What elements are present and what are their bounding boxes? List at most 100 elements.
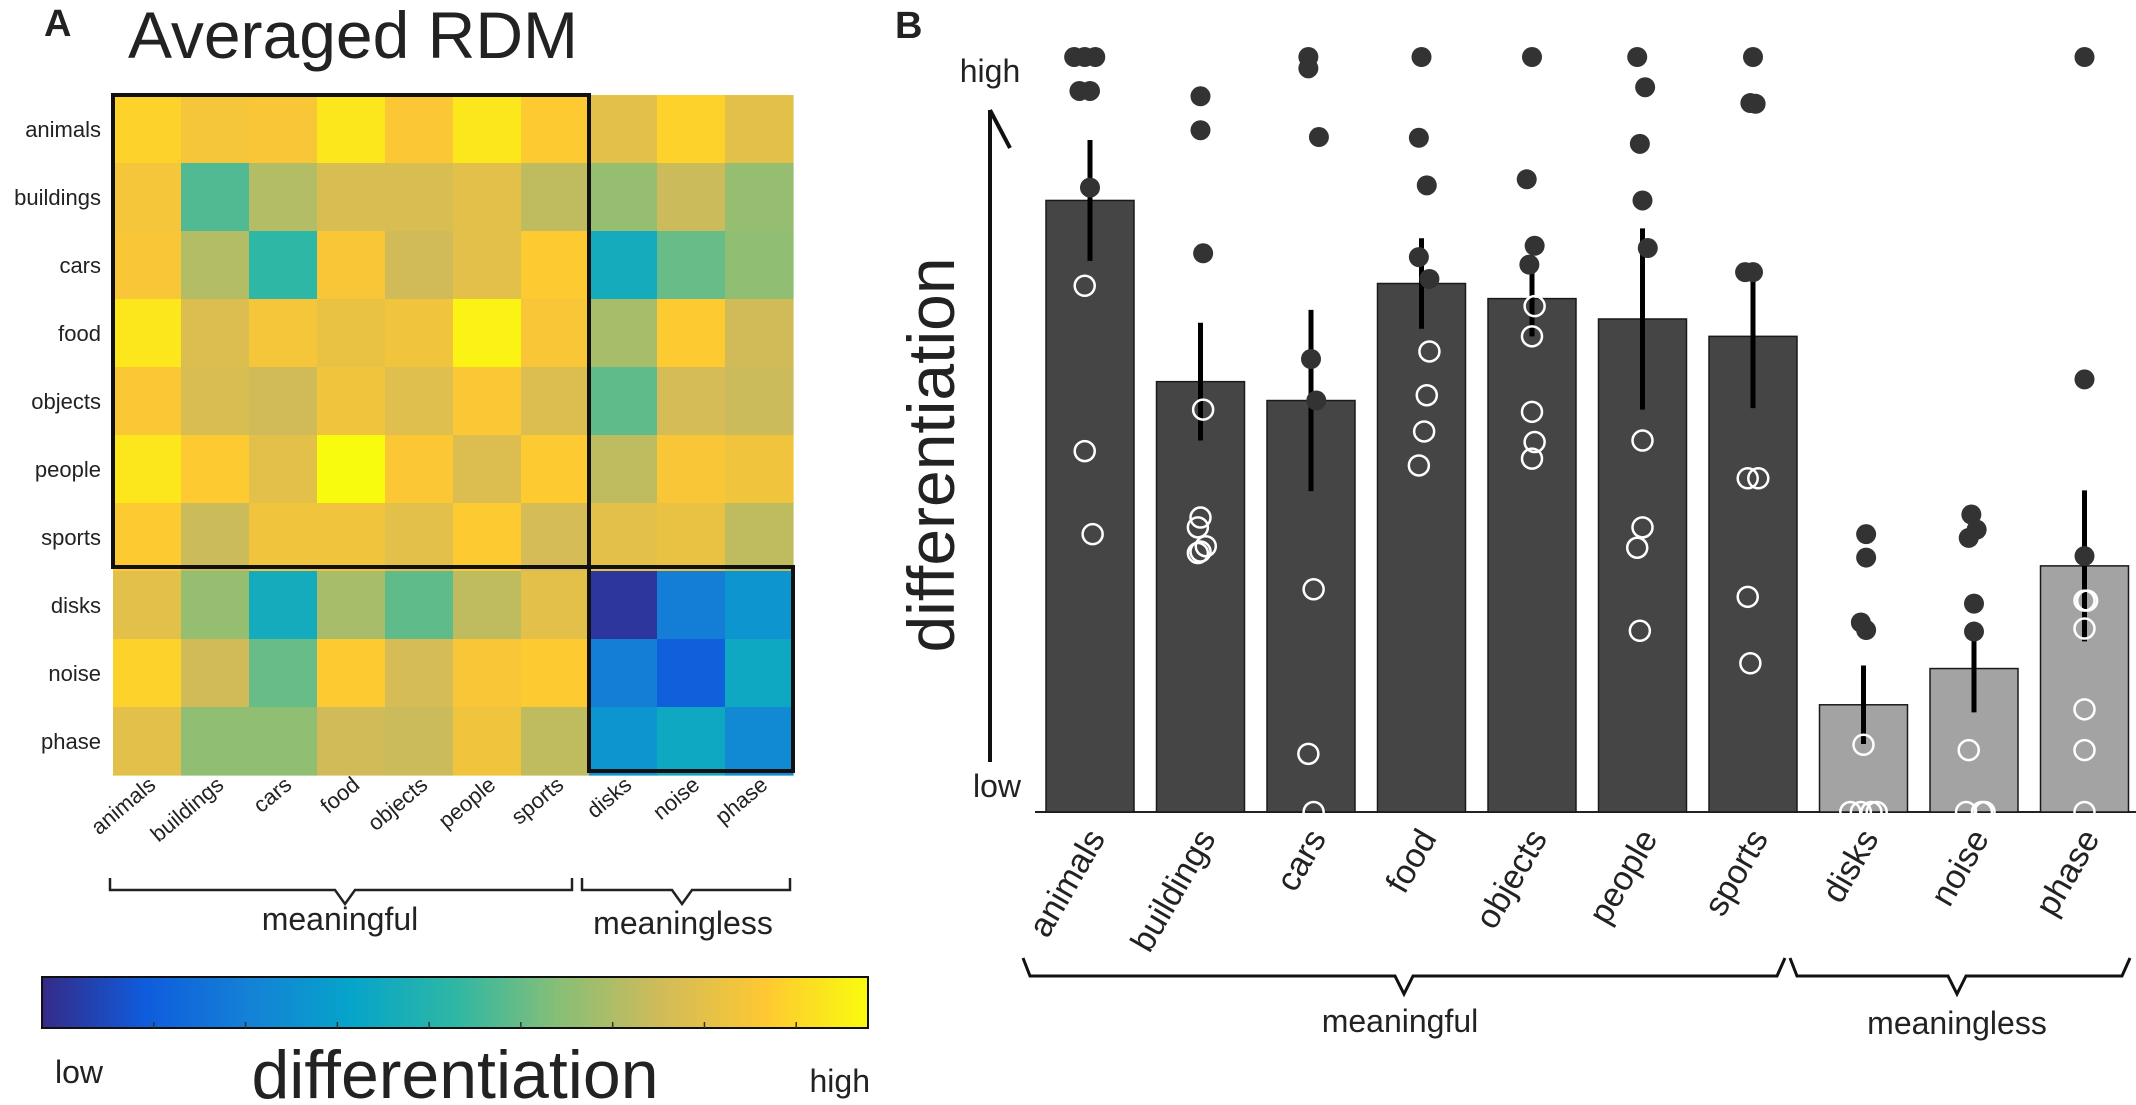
subject-point-people	[1637, 238, 1658, 259]
subject-point-disks	[1860, 800, 1883, 824]
heatmap-cell-sports-phase	[725, 503, 794, 572]
bar-label-noise: noise	[1923, 823, 1997, 912]
subject-point-disks	[1865, 800, 1888, 824]
meaningless-brace-b	[1788, 957, 2132, 998]
subject-point-cars	[1301, 349, 1321, 369]
subject-point-sports	[1743, 262, 1763, 283]
heatmap-cell-noise-sports	[521, 639, 590, 708]
bar-animals	[1045, 199, 1135, 813]
subject-point-animals	[1080, 80, 1100, 101]
heatmap-cell-phase-food	[317, 707, 386, 776]
heatmap-cell-people-noise	[657, 435, 726, 504]
heatmap-col-label: phase	[710, 772, 772, 830]
heatmap-cell-animals-objects	[385, 95, 454, 164]
subject-point-noise	[1958, 527, 1979, 548]
heatmap-cell-noise-noise	[657, 639, 726, 708]
subject-point-phase	[2073, 617, 2096, 640]
heatmap-col-label: sports	[506, 772, 568, 830]
subject-point-objects	[1524, 235, 1545, 256]
subject-point-objects	[1522, 47, 1542, 67]
heatmap-cell-sports-cars	[249, 503, 318, 572]
heatmap-cell-cars-buildings	[181, 231, 250, 300]
heatmap-cell-cars-phase	[725, 231, 794, 300]
subject-point-people	[1627, 47, 1648, 67]
subject-point-food	[1408, 127, 1429, 148]
heatmap-col-label: cars	[248, 772, 296, 818]
subject-point-sports	[1739, 652, 1762, 675]
heatmap-row-label: animals	[25, 117, 101, 142]
heatmap-col-label: disks	[582, 772, 636, 823]
bar-label-people: people	[1581, 823, 1665, 930]
heatmap-cell-phase-cars	[249, 707, 318, 776]
heatmap-cell-people-food	[317, 435, 386, 504]
meaningful-label-b: meaningful	[1322, 1003, 1479, 1039]
heatmap-cell-food-cars	[249, 299, 318, 368]
subject-point-sports	[1736, 467, 1759, 490]
subject-point-cars	[1308, 127, 1329, 148]
meaningful-block-outline	[111, 93, 591, 569]
bars	[1045, 199, 2130, 813]
meaningless-block-outline	[587, 565, 795, 773]
subject-point-sports	[1745, 93, 1766, 114]
heatmap-cell-people-cars	[249, 435, 318, 504]
subject-point-objects	[1523, 430, 1546, 454]
heatmap-cell-buildings-buildings	[181, 163, 250, 232]
heatmap-cell-sports-people	[453, 503, 522, 572]
y-axis-title: differentiation	[894, 257, 968, 652]
subject-point-people	[1628, 619, 1652, 643]
subject-point-sports	[1743, 47, 1763, 67]
bar-label-cars: cars	[1269, 823, 1334, 898]
heatmap-cell-noise-food	[317, 639, 386, 708]
heatmap-cell-objects-phase	[725, 367, 794, 436]
heatmap-cell-animals-disks	[589, 95, 658, 164]
heatmap-row-label: noise	[48, 661, 101, 686]
heatmap-cell-animals-phase	[725, 95, 794, 164]
subject-point-buildings	[1189, 506, 1212, 529]
meaningless-label-a: meaningless	[593, 905, 773, 941]
subject-point-noise	[1973, 800, 1996, 824]
heatmap-cell-disks-disks	[589, 571, 658, 640]
subject-point-sports	[1747, 467, 1770, 490]
heatmap-cell-phase-disks	[589, 707, 658, 776]
colorbar-title: differentiation	[251, 1037, 658, 1105]
heatmap-cell-sports-buildings	[181, 503, 250, 572]
heatmap-col-label: food	[315, 772, 364, 819]
subject-point-objects	[1516, 169, 1537, 190]
heatmap-cell-buildings-phase	[725, 163, 794, 232]
subject-point-food	[1418, 340, 1441, 363]
heatmap-cell-noise-disks	[589, 639, 658, 708]
bar-label-animals: animals	[1021, 823, 1112, 943]
subject-point-noise	[1954, 800, 1978, 824]
subject-point-cars	[1298, 58, 1319, 79]
subject-point-buildings	[1190, 120, 1211, 141]
bar-label-disks: disks	[1815, 823, 1887, 909]
heatmap-cell-noise-buildings	[181, 639, 250, 708]
subject-point-objects	[1519, 254, 1540, 275]
heatmap-cell-objects-objects	[385, 367, 454, 436]
heatmap-cell-cars-disks	[589, 231, 658, 300]
subject-point-people	[1625, 536, 1649, 559]
heatmap-cell-animals-people	[453, 95, 522, 164]
heatmap-cell-animals-cars	[249, 95, 318, 164]
subject-point-cars	[1306, 390, 1327, 411]
subject-point-food	[1419, 268, 1440, 289]
heatmap-cell-buildings-people	[453, 163, 522, 232]
meaningless-label-b: meaningless	[1867, 1005, 2047, 1041]
heatmap-row-label: disks	[51, 593, 101, 618]
bar-label-food: food	[1378, 823, 1444, 899]
subject-point-animals	[1073, 439, 1096, 463]
heatmap-cell-people-buildings	[181, 435, 250, 504]
subject-point-buildings	[1191, 398, 1215, 421]
subject-point-food	[1411, 47, 1432, 67]
y-axis-high-label: high	[960, 53, 1021, 89]
subject-point-animals	[1080, 177, 1100, 198]
subject-point-buildings	[1193, 243, 1214, 264]
heatmap-cell-buildings-cars	[249, 163, 318, 232]
colorbar-low-label: low	[55, 1054, 104, 1090]
heatmap-row-label: phase	[41, 729, 101, 754]
colorbar	[41, 976, 869, 1029]
heatmap-cell-phase-sports	[521, 707, 590, 776]
heatmap-cell-disks-animals	[113, 571, 182, 640]
heatmap-cell-phase-phase	[725, 707, 794, 776]
